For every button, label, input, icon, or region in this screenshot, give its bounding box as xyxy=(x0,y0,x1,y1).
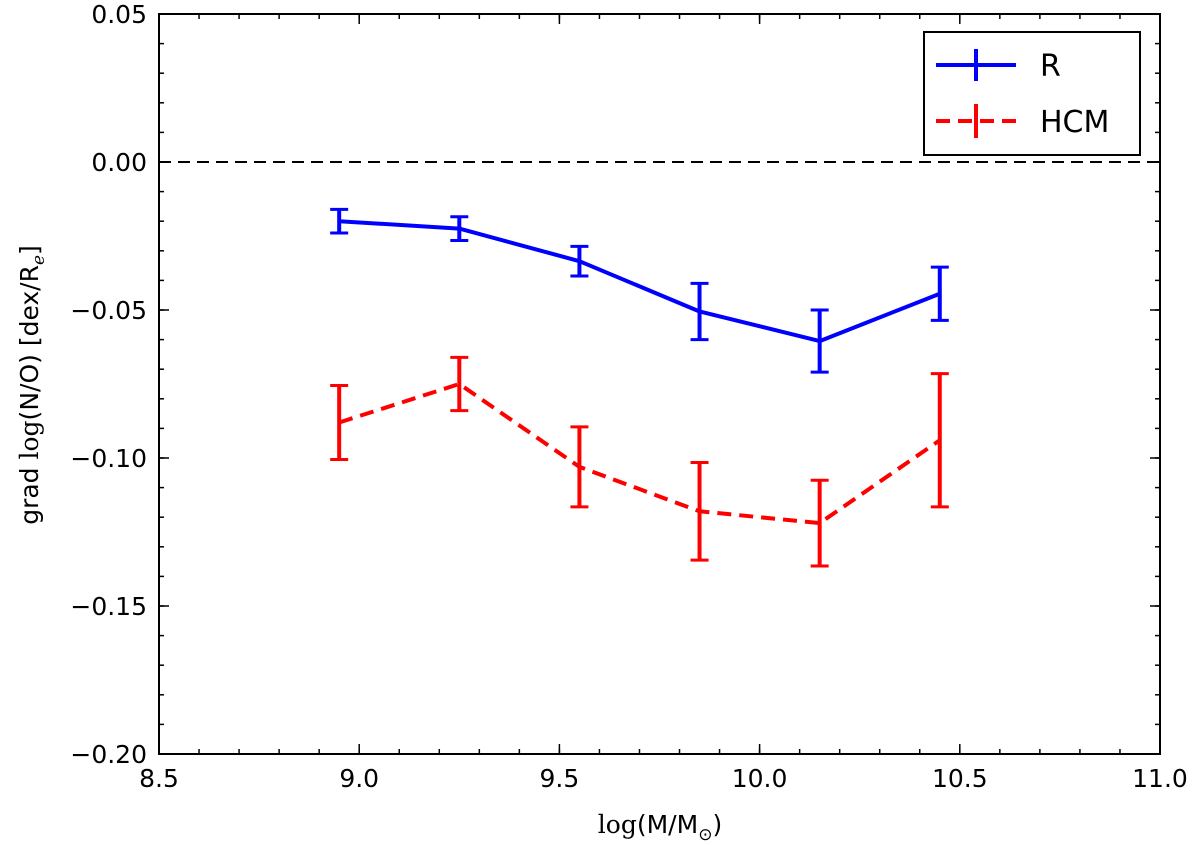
x-tick-label: 8.5 xyxy=(139,764,179,793)
y-axis-label: grad log(N/O) [dex/Re] xyxy=(15,245,49,525)
legend-label-r: R xyxy=(1040,49,1061,84)
series-line-r xyxy=(339,219,941,344)
x-tick-label: 10.5 xyxy=(932,764,988,793)
x-tick-label: 10.0 xyxy=(732,764,788,793)
y-tick-label: −0.10 xyxy=(70,444,147,473)
legend-label-hcm: HCM xyxy=(1040,105,1109,140)
x-tick-label: 9.5 xyxy=(540,764,580,793)
y-tick-label: −0.05 xyxy=(70,296,147,325)
legend-entry-r: R xyxy=(936,49,1061,84)
x-axis-label: log(M/M⊙) xyxy=(598,810,722,845)
legend-frame xyxy=(923,31,1141,156)
series-line-hcm xyxy=(338,382,941,526)
legend: R HCM xyxy=(923,31,1141,156)
legend-entry-hcm: HCM xyxy=(936,104,1109,140)
plot-frame xyxy=(158,13,1161,755)
y-tick-label: 0.05 xyxy=(91,0,147,29)
y-tick-label: −0.15 xyxy=(70,592,147,621)
y-tick-label: −0.20 xyxy=(70,740,147,769)
y-tick-label: 0.00 xyxy=(91,148,147,177)
x-tick-label: 11.0 xyxy=(1132,764,1188,793)
x-tick-label: 9.0 xyxy=(339,764,379,793)
